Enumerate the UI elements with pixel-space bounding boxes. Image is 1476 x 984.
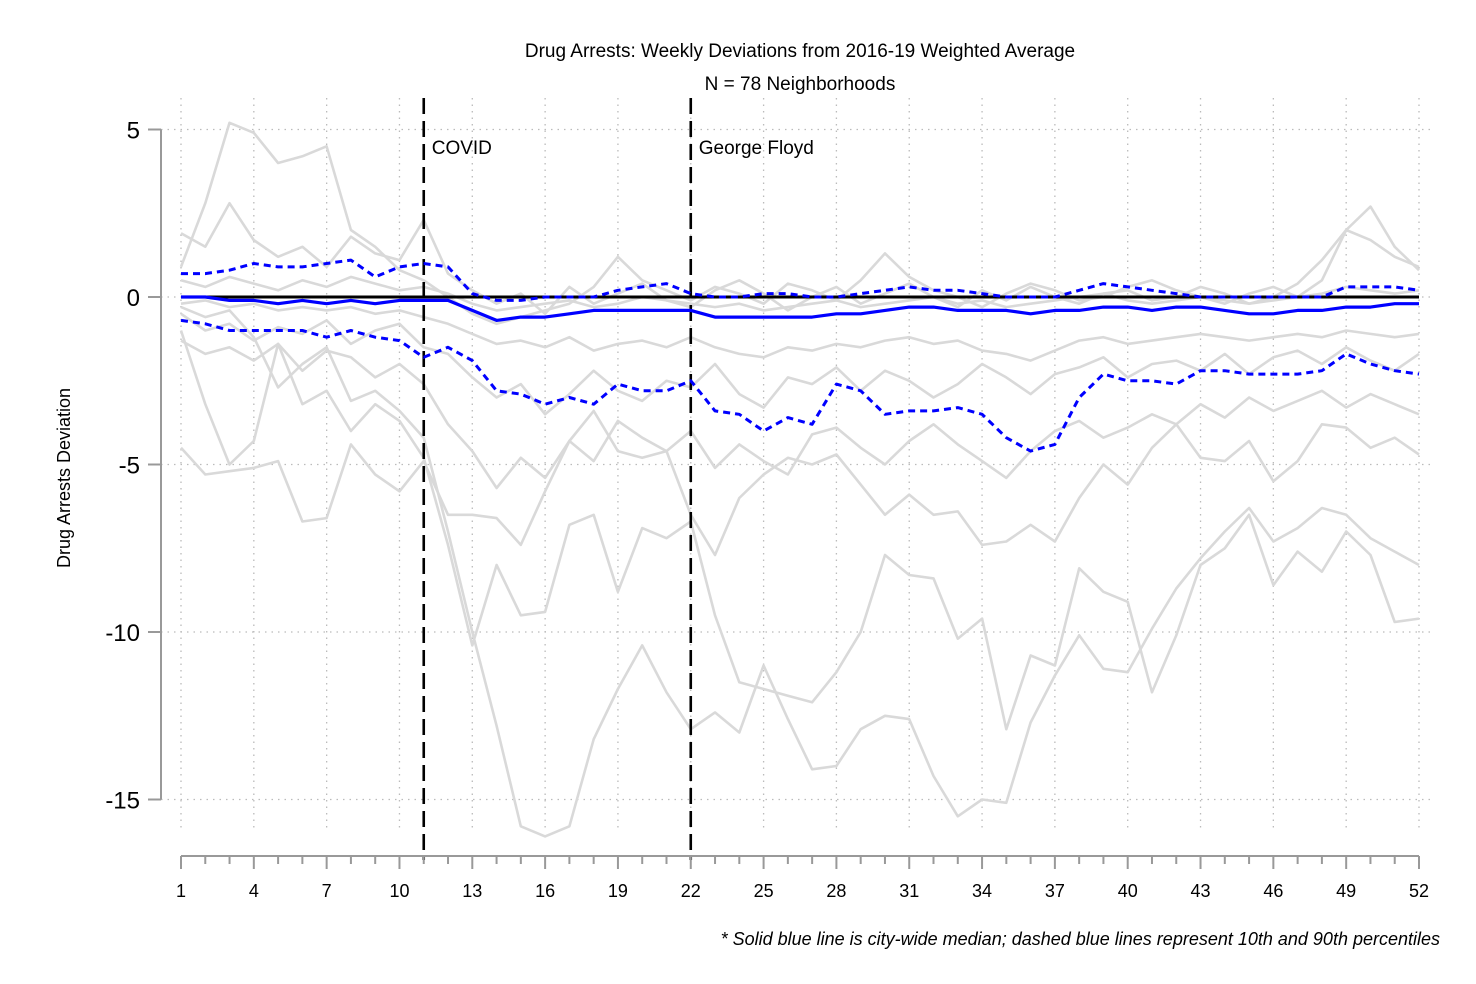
footnote: * Solid blue line is city-wide median; d… — [721, 929, 1440, 949]
neighborhood-line — [180, 201, 1420, 316]
x-tick-label: 37 — [1045, 881, 1065, 901]
x-tick-label: 13 — [462, 881, 482, 901]
median-line-group — [181, 295, 1419, 322]
neighborhood-line — [180, 339, 1420, 490]
neighborhood-line — [180, 299, 1420, 362]
neighborhood-line — [180, 409, 1420, 557]
y-axis-label: Drug Arrests Deviation — [54, 388, 74, 568]
event-label: COVID — [432, 138, 492, 159]
x-tick-label: 34 — [972, 881, 992, 901]
x-tick-label: 10 — [389, 881, 409, 901]
x-axis: 1 4 7 10 13 16 19 22 25 28 31 34 37 40 43 46 49 52 — [176, 855, 1429, 901]
y-tick-label: 5 — [127, 118, 140, 145]
x-tick-label: 28 — [826, 881, 846, 901]
x-tick-label: 22 — [681, 881, 701, 901]
x-tick-label: 52 — [1409, 881, 1429, 901]
neighborhood-line — [180, 275, 1420, 312]
x-tick-label: 19 — [608, 881, 628, 901]
neighborhood-line — [179, 121, 1420, 326]
neighborhood-line — [180, 305, 1420, 838]
y-tick-label: 0 — [127, 285, 140, 312]
percentile-lines — [180, 258, 1420, 453]
x-tick-label: 7 — [322, 881, 332, 901]
median-line — [181, 295, 1419, 322]
y-tick-label: -15 — [105, 788, 140, 815]
chart-subtitle: N = 78 Neighborhoods — [705, 74, 896, 95]
percentile-line — [181, 258, 1420, 302]
x-tick-label: 16 — [535, 881, 555, 901]
chart-title: Drug Arrests: Weekly Deviations from 201… — [525, 41, 1075, 62]
neighborhood-line — [179, 330, 1420, 731]
event-lines: COVID George Floyd — [422, 98, 814, 860]
gridlines — [161, 98, 1434, 828]
y-tick-label: -5 — [119, 453, 140, 480]
x-tick-label: 1 — [176, 881, 186, 901]
y-axis: 5 0 -5 -10 -15 — [105, 118, 162, 815]
x-tick-label: 4 — [249, 881, 259, 901]
x-tick-label: 43 — [1191, 881, 1211, 901]
y-tick-label: -10 — [105, 620, 140, 647]
neighborhood-line — [180, 312, 1420, 416]
x-tick-label: 40 — [1118, 881, 1138, 901]
x-tick-label: 25 — [754, 881, 774, 901]
x-tick-label: 31 — [899, 881, 919, 901]
percentile-line — [180, 318, 1420, 453]
x-tick-label: 49 — [1336, 881, 1356, 901]
neighborhood-lines — [179, 121, 1420, 838]
x-tick-label: 46 — [1263, 881, 1283, 901]
event-label: George Floyd — [699, 138, 814, 159]
